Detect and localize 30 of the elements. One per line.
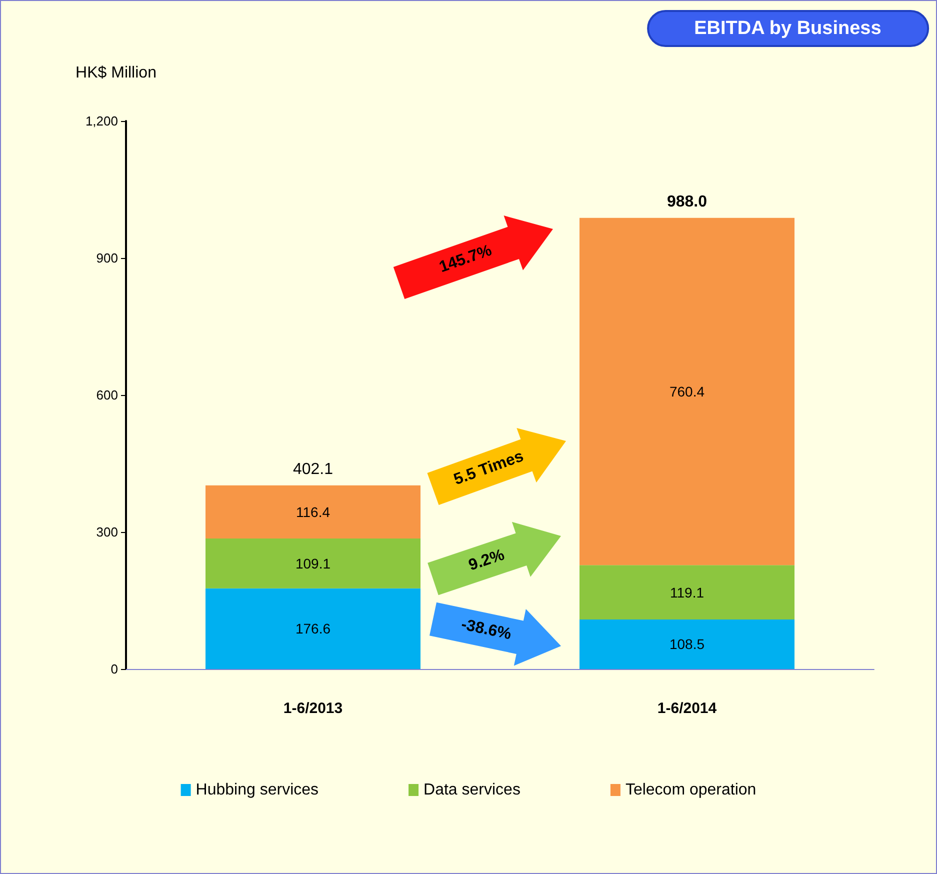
data-label: 116.4 <box>296 504 330 520</box>
data-label: 176.6 <box>295 620 331 637</box>
annotation: -38.6% <box>459 616 513 644</box>
y-tick-label: 600 <box>96 388 118 402</box>
bar <box>580 218 794 566</box>
data-label: 119.1 <box>670 584 704 600</box>
legend-label: Telecom operation <box>625 782 756 798</box>
bar <box>580 619 794 669</box>
total-label: 402.1 <box>292 460 334 478</box>
y-tick-label: 900 <box>96 250 118 266</box>
data-label: 108.5 <box>669 636 705 652</box>
legend-label: Data services <box>424 782 520 798</box>
legend-label: Hubbing services <box>196 782 319 798</box>
bar <box>206 538 420 588</box>
annotation: 145.7% <box>437 242 494 278</box>
annotation: 5.5 Times <box>452 448 526 490</box>
bar <box>206 485 420 539</box>
x-tick-label: 1-6/2013 <box>283 700 343 717</box>
y-axis-title: HK$ Million <box>76 64 156 82</box>
total-label: 988.0 <box>666 193 708 210</box>
data-label: 760.4 <box>669 383 705 400</box>
annotation: 9.2% <box>466 546 507 576</box>
bar <box>580 565 794 620</box>
y-tick-label: 300 <box>96 524 118 540</box>
data-label: 109.1 <box>295 555 331 572</box>
bar <box>206 588 420 669</box>
chart-title: EBITDA by Business <box>694 18 882 39</box>
x-tick-label: 1-6/2014 <box>657 700 718 717</box>
y-tick-label: 1,200 <box>85 114 118 128</box>
y-tick-label: 0 <box>110 662 118 676</box>
